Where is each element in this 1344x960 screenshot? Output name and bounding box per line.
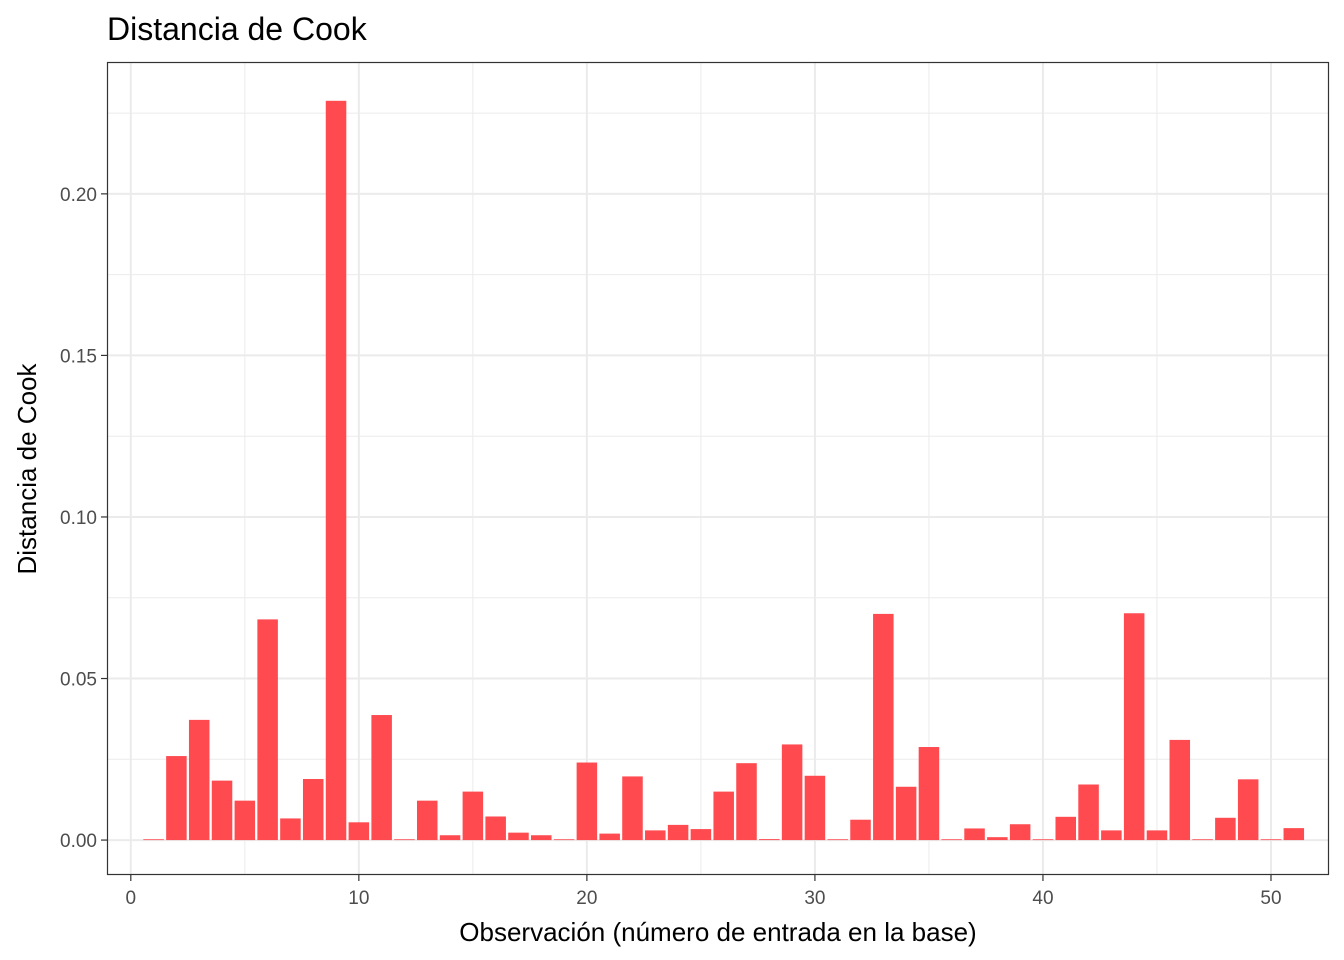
bar-obs-10 — [348, 822, 370, 841]
bar-obs-47 — [1192, 839, 1213, 841]
bar-obs-22 — [622, 776, 643, 841]
panel-border — [106, 61, 1330, 876]
bar-obs-50 — [1260, 839, 1282, 841]
bar-obs-51 — [1283, 828, 1305, 841]
y-tick-label: 0.10 — [60, 508, 97, 529]
bar-obs-21 — [599, 833, 620, 841]
x-tick-label: 50 — [1260, 888, 1281, 909]
y-axis-title: Distancia de Cook — [12, 363, 42, 575]
bars — [143, 100, 1305, 841]
bar-obs-1 — [143, 839, 164, 841]
bar-obs-31 — [827, 839, 848, 841]
bar-obs-3 — [188, 719, 210, 841]
bar-obs-44 — [1123, 613, 1145, 841]
bar-obs-16 — [485, 816, 506, 841]
chart-title: Distancia de Cook — [107, 11, 368, 47]
bar-obs-43 — [1101, 830, 1122, 841]
bar-obs-6 — [257, 619, 278, 841]
bar-obs-29 — [781, 744, 803, 841]
bar-obs-32 — [850, 819, 871, 841]
bar-obs-38 — [987, 837, 1008, 841]
bar-obs-18 — [531, 835, 552, 841]
x-tick-label: 0 — [126, 888, 137, 909]
bar-obs-8 — [302, 779, 324, 841]
bar-obs-19 — [553, 839, 575, 841]
bar-obs-39 — [1009, 824, 1031, 841]
y-tick-label: 0.15 — [60, 346, 97, 367]
x-axis: 0 10 20 30 40 50 — [126, 875, 1282, 909]
x-axis-title: Observación (número de entrada en la bas… — [459, 917, 976, 947]
bar-obs-20 — [576, 762, 598, 841]
bar-obs-24 — [667, 824, 689, 841]
bar-obs-33 — [873, 613, 894, 841]
bar-obs-4 — [211, 780, 233, 841]
bar-obs-34 — [895, 786, 917, 841]
bar-obs-15 — [462, 791, 484, 841]
y-axis: 0.00 0.05 0.10 0.15 0.20 — [60, 185, 107, 852]
bar-obs-12 — [394, 839, 415, 841]
x-tick-label: 40 — [1032, 888, 1053, 909]
x-tick-label: 30 — [804, 888, 825, 909]
bar-obs-49 — [1237, 779, 1259, 841]
y-tick-label: 0.20 — [60, 185, 97, 206]
bar-obs-2 — [166, 756, 187, 841]
y-tick-label: 0.05 — [60, 670, 97, 691]
bar-obs-23 — [645, 830, 666, 841]
bar-obs-5 — [234, 800, 256, 841]
x-tick-label: 20 — [576, 888, 597, 909]
bar-obs-17 — [508, 832, 529, 841]
x-tick-label: 10 — [348, 888, 369, 909]
bar-obs-37 — [964, 828, 985, 841]
bar-obs-42 — [1078, 784, 1099, 841]
bar-obs-46 — [1169, 739, 1191, 841]
y-tick-label: 0.00 — [60, 831, 97, 852]
bar-obs-30 — [804, 775, 826, 841]
bar-obs-26 — [713, 791, 734, 841]
bar-obs-45 — [1146, 830, 1168, 841]
bar-obs-7 — [280, 818, 301, 841]
bar-obs-28 — [759, 839, 780, 841]
bar-obs-27 — [736, 763, 757, 841]
bar-obs-36 — [941, 839, 962, 841]
grid-lines — [108, 63, 1328, 874]
bar-obs-48 — [1215, 817, 1236, 841]
bar-obs-25 — [690, 829, 712, 841]
bar-obs-9 — [325, 100, 347, 841]
bar-obs-14 — [439, 835, 461, 841]
bar-obs-35 — [918, 747, 940, 841]
bar-obs-40 — [1032, 839, 1054, 841]
bar-obs-11 — [371, 715, 392, 841]
bar-obs-41 — [1055, 816, 1077, 841]
bar-obs-13 — [416, 800, 438, 841]
